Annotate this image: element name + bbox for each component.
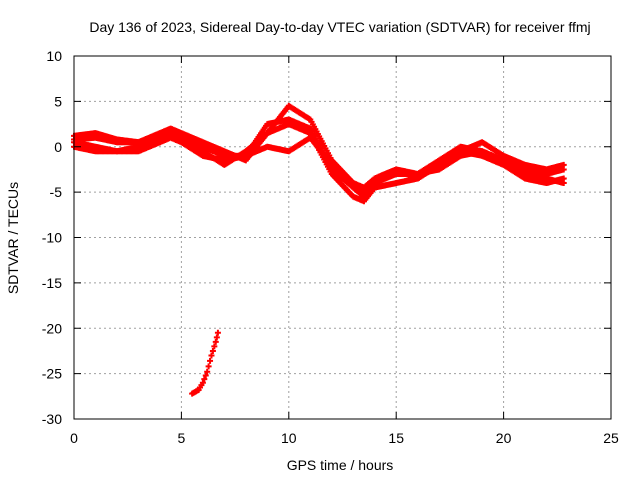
data-point [207, 357, 214, 364]
y-tick-label: -30 [42, 411, 62, 427]
data-point [201, 376, 208, 383]
x-tick-label: 5 [178, 430, 186, 446]
series-track-5 [189, 329, 221, 397]
data-point [212, 338, 219, 345]
x-tick-label: 20 [496, 430, 512, 446]
y-tick-label: 10 [46, 48, 62, 64]
data-point [209, 347, 216, 354]
y-axis-label: SDTVAR / TECUs [5, 182, 21, 294]
x-tick-label: 0 [70, 430, 78, 446]
y-tick-label: -20 [42, 320, 62, 336]
data-point [211, 343, 218, 350]
data-point [202, 372, 209, 379]
y-tick-label: 0 [54, 139, 62, 155]
x-tick-label: 15 [388, 430, 404, 446]
data-point [214, 329, 221, 336]
data-point [199, 379, 206, 386]
data-points [71, 102, 567, 397]
y-tick-label: -15 [42, 275, 62, 291]
x-axis-label: GPS time / hours [287, 457, 394, 473]
data-point [208, 352, 215, 359]
y-tick-label: -25 [42, 366, 62, 382]
data-point [560, 180, 567, 187]
data-point [205, 363, 212, 370]
data-point [204, 368, 211, 375]
grid [74, 56, 611, 419]
data-point [560, 166, 567, 173]
x-tick-label: 10 [281, 430, 297, 446]
x-tick-label: 25 [603, 430, 619, 446]
data-point [213, 334, 220, 341]
y-tick-label: -5 [50, 184, 63, 200]
chart-title: Day 136 of 2023, Sidereal Day-to-day VTE… [89, 19, 590, 35]
series-track-4 [71, 134, 567, 191]
y-tick-label: -10 [42, 230, 62, 246]
y-tick-label: 5 [54, 93, 62, 109]
axis-ticks: 0 5 10 15 20 25 10 5 0 -5 -10 -15 -20 -25 -30 [42, 48, 619, 446]
